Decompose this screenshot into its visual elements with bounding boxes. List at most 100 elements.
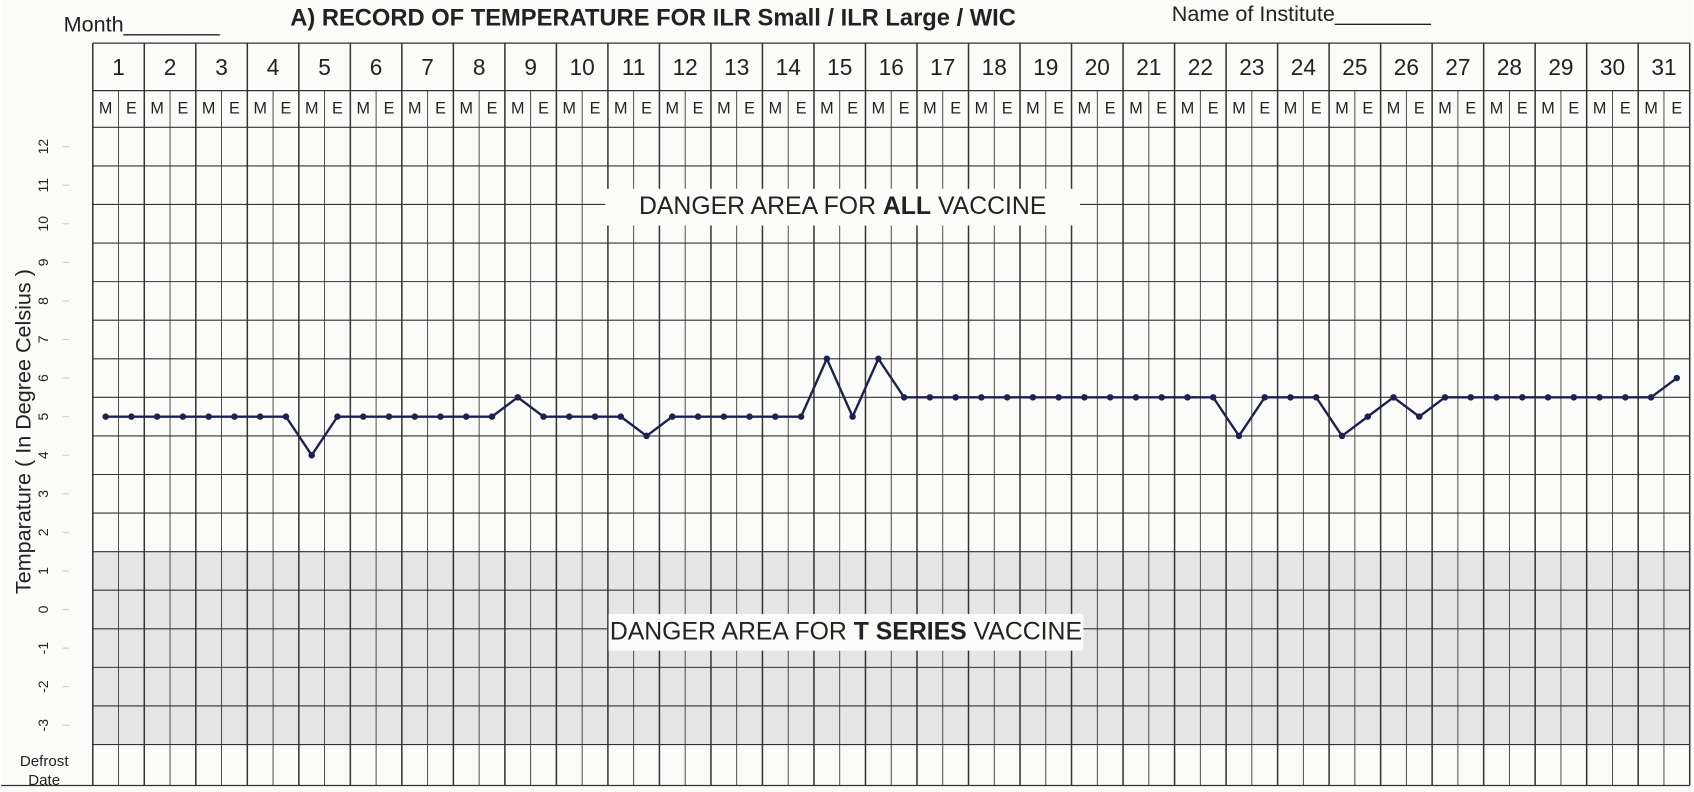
shift-label: E [1156,99,1167,117]
reading-dot [256,413,264,420]
shift-label: E [1568,99,1579,117]
shift-label: E [1002,99,1013,117]
danger-label-part: DANGER AREA FOR [610,618,854,645]
reading-dot [1441,394,1449,401]
reading-dot [334,413,341,420]
day-number: 2 [164,54,177,80]
shift-label: M [408,99,421,117]
shift-label: M [1026,99,1039,117]
shift-label: M [305,99,318,117]
day-number: 31 [1651,54,1676,80]
day-number: 26 [1394,54,1419,80]
shift-label: E [332,99,343,117]
reading-dot [875,355,882,363]
shift-label: E [950,99,961,117]
reading-dot [1493,394,1500,401]
y-tick-label: -1 [35,642,51,655]
y-tick-label: -3 [35,719,51,732]
shift-label: M [717,99,730,117]
shift-label: M [1593,99,1606,117]
y-tick-label: 2 [35,528,51,536]
day-number: 6 [370,54,383,80]
shift-label: E [744,99,755,117]
y-tick-label: 10 [35,216,51,232]
reading-dot [1570,394,1578,401]
day-number: 7 [421,54,434,80]
y-tick-label: 5 [35,413,51,421]
reading-dot [411,413,418,420]
reading-dot [900,394,908,401]
day-number: 17 [930,54,955,80]
reading-dot [1622,394,1629,401]
reading-dot [1235,432,1243,440]
shift-label: M [1541,99,1554,117]
day-number: 29 [1548,54,1573,80]
reading-dot [1467,394,1475,401]
y-tick-label: 9 [35,258,51,266]
shift-label: E [384,99,395,117]
danger-label-box [605,188,1081,226]
shift-label: M [1181,99,1194,117]
shift-label: E [899,99,910,117]
shift-label: M [820,99,833,117]
reading-dot [359,413,367,420]
shift-label: E [796,99,807,117]
reading-dot [1081,394,1088,401]
reading-dot [437,413,444,420]
day-number: 15 [827,54,852,80]
reading-dot [1544,394,1552,401]
day-number: 18 [982,54,1007,80]
reading-dot [282,413,290,420]
reading-dot [978,394,985,401]
danger-label-part: T SERIES [854,618,967,645]
reading-dot [128,413,135,420]
shift-label: M [1644,99,1657,117]
day-number: 19 [1033,54,1058,80]
shift-label: E [1671,99,1682,117]
day-number: 10 [570,54,595,80]
shift-label: E [487,99,498,117]
shift-label: E [641,99,652,117]
institute-field: Name of Institute________ [1172,1,1432,26]
shift-label: M [99,99,112,117]
reading-dot [1416,413,1423,420]
reading-dot [308,451,315,459]
reading-dot [1029,394,1037,401]
reading-dot [823,355,831,363]
danger-label-part: VACCINE [967,618,1082,645]
reading-dot [694,413,702,420]
shift-label: E [1465,99,1476,117]
shift-label: M [872,99,885,117]
shift-label: M [614,99,627,117]
reading-dot [1364,413,1371,420]
reading-dot [1312,394,1320,401]
day-number: 12 [673,54,698,80]
day-number: 14 [776,54,801,80]
shift-label: M [1078,99,1091,117]
shift-label: E [126,99,137,117]
shift-label: E [693,99,704,117]
reading-dot [102,413,109,420]
danger-label: DANGER AREA FOR T SERIES VACCINE [610,618,1082,645]
day-number: 4 [267,54,280,80]
shift-label: M [1232,99,1245,117]
shift-label: E [538,99,549,117]
reading-dot [926,394,934,401]
shift-label: E [229,99,240,117]
reading-dot [1132,394,1140,401]
y-tick-label: -2 [35,680,51,693]
y-tick-label: 3 [35,490,51,498]
reading-dot [1519,394,1526,401]
reading-dot [514,394,521,401]
defrost-label: Defrost [20,753,69,770]
day-number: 13 [724,54,749,80]
reading-dot [1261,394,1268,401]
shift-label: M [923,99,936,117]
y-tick-label: 4 [35,451,51,459]
reading-dot [720,413,728,420]
day-number: 3 [215,54,228,80]
shift-label: M [356,99,369,117]
shift-label: M [460,99,473,117]
day-number: 23 [1239,54,1264,80]
